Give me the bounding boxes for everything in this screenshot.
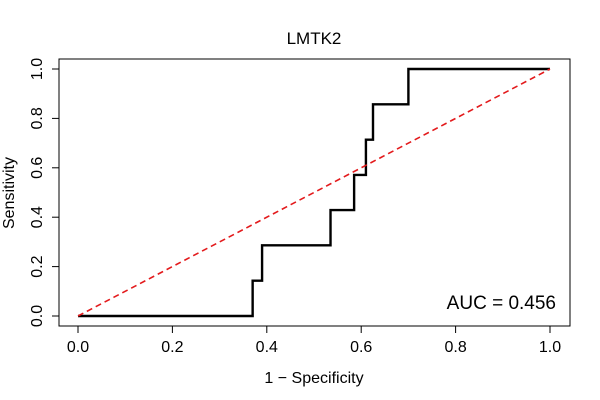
- x-tick-label-1: 0.2: [161, 339, 183, 356]
- series-layer: [77, 67, 551, 318]
- x-tick-label-3: 0.6: [350, 339, 372, 356]
- y-tick-label-0: 0.0: [29, 305, 46, 327]
- y-tick-label-4: 0.8: [29, 107, 46, 129]
- x-tick-label-4: 0.8: [444, 339, 466, 356]
- y-tick-label-3: 0.6: [29, 157, 46, 179]
- x-tick-label-2: 0.4: [256, 339, 278, 356]
- auc-annotation: AUC = 0.456: [447, 293, 556, 314]
- x-tick-label-0: 0.0: [67, 339, 89, 356]
- x-tick-label-5: 1.0: [539, 339, 561, 356]
- y-axis-label: Sensitivity: [1, 157, 18, 229]
- x-axis-label: 1 − Specificity: [264, 370, 363, 387]
- y-tick-label-2: 0.4: [29, 206, 46, 228]
- y-tick-label-1: 0.2: [29, 255, 46, 277]
- reference-diagonal: [77, 68, 551, 317]
- y-tick-label-5: 1.0: [29, 58, 46, 80]
- plot-frame: [58, 58, 571, 327]
- roc-curve: [78, 67, 550, 318]
- chart-title: LMTK2: [287, 29, 342, 48]
